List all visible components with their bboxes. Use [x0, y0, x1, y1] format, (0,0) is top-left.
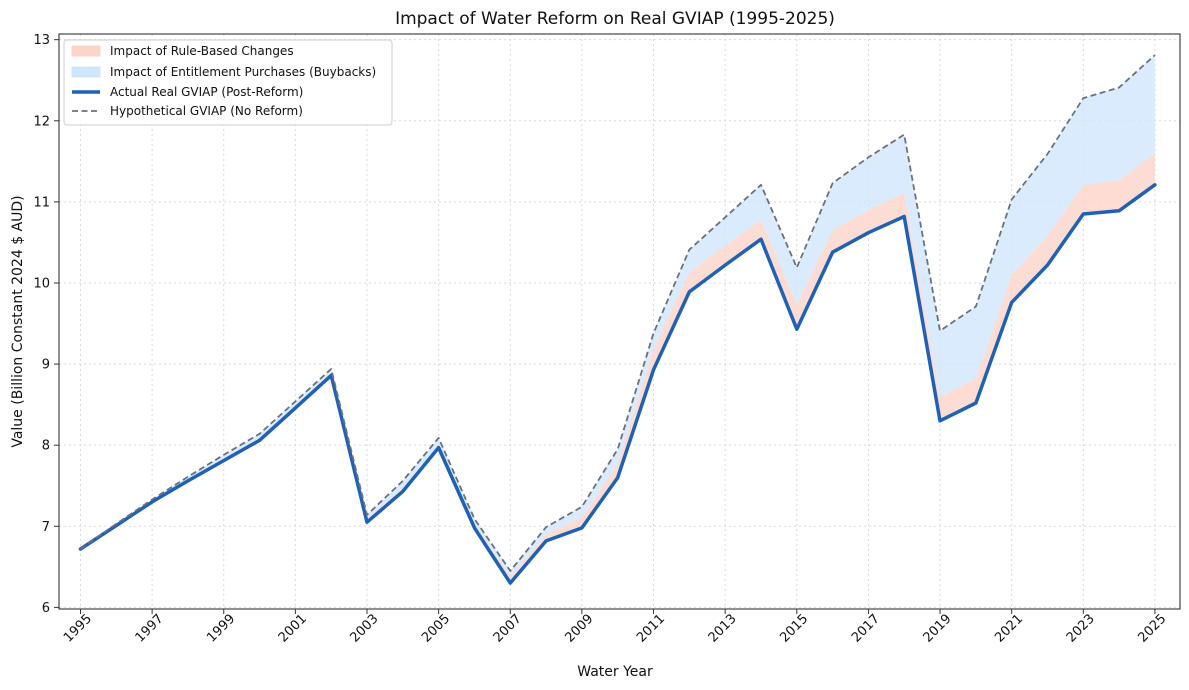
legend-label: Impact of Entitlement Purchases (Buyback… — [110, 65, 376, 79]
x-tick-label: 2023 — [1064, 612, 1098, 646]
y-tick-label: 13 — [33, 33, 50, 48]
hypothetical-series-line — [79, 54, 1156, 572]
x-tick-label: 2021 — [992, 612, 1026, 646]
legend-swatch-band — [71, 45, 101, 57]
x-tick-label: 2025 — [1135, 612, 1169, 646]
legend: Impact of Rule-Based Changes Impact of En… — [63, 39, 393, 126]
band-area-2 — [80, 55, 1155, 577]
x-axis-label: Water Year — [577, 664, 653, 680]
x-tick-label: 2013 — [706, 612, 740, 646]
legend-label: Impact of Rule-Based Changes — [110, 44, 294, 58]
y-tick-label: 10 — [33, 276, 50, 291]
actual-series-line — [78, 183, 1157, 585]
lines — [78, 54, 1157, 585]
x-tick-label: 2017 — [849, 612, 883, 646]
x-tick-label: 1995 — [61, 612, 95, 646]
chart-title: Impact of Water Reform on Real GVIAP (19… — [395, 9, 835, 29]
x-tick-label: 2011 — [634, 612, 668, 646]
y-tick-label: 11 — [33, 195, 50, 210]
band-area-1 — [80, 153, 1155, 583]
x-tick-label: 2005 — [419, 612, 453, 646]
legend-label: Actual Real GVIAP (Post-Reform) — [110, 85, 303, 99]
x-tick-label: 2001 — [276, 612, 310, 646]
legend-box — [63, 39, 393, 126]
y-tick-label: 12 — [33, 114, 50, 129]
x-tick-label: 2009 — [562, 612, 596, 646]
plot-frame — [58, 33, 1181, 610]
x-axis-ticks: 1995 1997 1999 2001 2003 2005 2007 2009 2011 2013… — [61, 609, 1169, 646]
y-axis-label: Value (Billion Constant 2024 $ AUD) — [10, 195, 26, 447]
y-tick-label: 7 — [42, 520, 50, 535]
x-tick-label: 2007 — [491, 612, 525, 646]
y-tick-label: 8 — [42, 439, 50, 454]
y-tick-label: 9 — [42, 358, 50, 373]
y-tick-label: 6 — [42, 601, 50, 616]
x-tick-label: 1997 — [133, 612, 167, 646]
legend-swatch-band — [71, 66, 101, 78]
legend-label: Hypothetical GVIAP (No Reform) — [110, 104, 303, 118]
x-tick-label: 1999 — [204, 612, 238, 646]
x-tick-label: 2015 — [777, 612, 811, 646]
x-tick-label: 2003 — [348, 612, 382, 646]
bands — [80, 55, 1155, 583]
y-axis-ticks: 6 7 8 9 10 11 12 13 — [33, 33, 59, 616]
x-tick-label: 2019 — [921, 612, 955, 646]
